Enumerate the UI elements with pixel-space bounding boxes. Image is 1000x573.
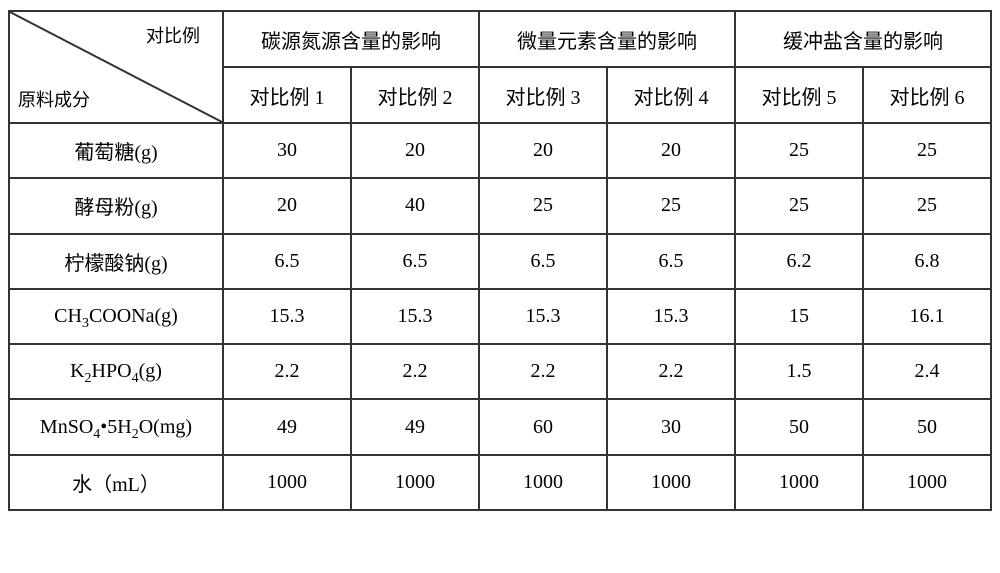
data-cell: 15.3 bbox=[479, 289, 607, 344]
data-cell: 25 bbox=[863, 178, 991, 233]
data-cell: 30 bbox=[607, 399, 735, 454]
row-label: 葡萄糖(g) bbox=[9, 123, 223, 178]
data-cell: 40 bbox=[351, 178, 479, 233]
sub-column-header: 对比例 6 bbox=[863, 67, 991, 123]
diagonal-top-label: 对比例 bbox=[146, 22, 200, 48]
data-cell: 16.1 bbox=[863, 289, 991, 344]
data-cell: 15.3 bbox=[351, 289, 479, 344]
table-row: 酵母粉(g)204025252525 bbox=[9, 178, 991, 233]
group-header: 微量元素含量的影响 bbox=[479, 11, 735, 67]
data-cell: 15.3 bbox=[607, 289, 735, 344]
group-header-row: 对比例 原料成分 碳源氮源含量的影响 微量元素含量的影响 缓冲盐含量的影响 bbox=[9, 11, 991, 67]
row-label: 水（mL） bbox=[9, 455, 223, 510]
data-cell: 6.5 bbox=[479, 234, 607, 289]
data-cell: 2.2 bbox=[479, 344, 607, 399]
diagonal-bottom-label: 原料成分 bbox=[18, 86, 90, 112]
data-cell: 2.4 bbox=[863, 344, 991, 399]
table-header: 对比例 原料成分 碳源氮源含量的影响 微量元素含量的影响 缓冲盐含量的影响 对比… bbox=[9, 11, 991, 123]
row-label: K2HPO4(g) bbox=[9, 344, 223, 399]
data-cell: 20 bbox=[351, 123, 479, 178]
sub-column-header: 对比例 1 bbox=[223, 67, 351, 123]
data-cell: 1000 bbox=[863, 455, 991, 510]
group-header: 缓冲盐含量的影响 bbox=[735, 11, 991, 67]
data-cell: 25 bbox=[735, 123, 863, 178]
data-cell: 20 bbox=[479, 123, 607, 178]
sub-column-header: 对比例 2 bbox=[351, 67, 479, 123]
row-label: MnSO4•5H2O(mg) bbox=[9, 399, 223, 454]
data-cell: 60 bbox=[479, 399, 607, 454]
row-label: 柠檬酸钠(g) bbox=[9, 234, 223, 289]
group-header: 碳源氮源含量的影响 bbox=[223, 11, 479, 67]
comparison-table: 对比例 原料成分 碳源氮源含量的影响 微量元素含量的影响 缓冲盐含量的影响 对比… bbox=[8, 10, 992, 511]
data-cell: 6.5 bbox=[607, 234, 735, 289]
sub-column-header: 对比例 4 bbox=[607, 67, 735, 123]
table-row: 柠檬酸钠(g)6.56.56.56.56.26.8 bbox=[9, 234, 991, 289]
data-cell: 6.8 bbox=[863, 234, 991, 289]
data-cell: 1000 bbox=[607, 455, 735, 510]
data-cell: 25 bbox=[607, 178, 735, 233]
data-cell: 1000 bbox=[479, 455, 607, 510]
data-cell: 25 bbox=[863, 123, 991, 178]
data-cell: 1.5 bbox=[735, 344, 863, 399]
data-cell: 6.2 bbox=[735, 234, 863, 289]
data-cell: 1000 bbox=[351, 455, 479, 510]
data-cell: 2.2 bbox=[607, 344, 735, 399]
table-row: CH3COONa(g)15.315.315.315.31516.1 bbox=[9, 289, 991, 344]
table-row: MnSO4•5H2O(mg)494960305050 bbox=[9, 399, 991, 454]
sub-column-header: 对比例 3 bbox=[479, 67, 607, 123]
data-cell: 20 bbox=[223, 178, 351, 233]
data-cell: 15.3 bbox=[223, 289, 351, 344]
table-body: 葡萄糖(g)302020202525酵母粉(g)204025252525柠檬酸钠… bbox=[9, 123, 991, 510]
data-cell: 25 bbox=[479, 178, 607, 233]
data-cell: 1000 bbox=[735, 455, 863, 510]
data-cell: 15 bbox=[735, 289, 863, 344]
data-cell: 50 bbox=[863, 399, 991, 454]
data-cell: 2.2 bbox=[223, 344, 351, 399]
diagonal-header-cell: 对比例 原料成分 bbox=[9, 11, 223, 123]
data-cell: 50 bbox=[735, 399, 863, 454]
data-cell: 2.2 bbox=[351, 344, 479, 399]
data-cell: 20 bbox=[607, 123, 735, 178]
data-cell: 25 bbox=[735, 178, 863, 233]
row-label: CH3COONa(g) bbox=[9, 289, 223, 344]
row-label: 酵母粉(g) bbox=[9, 178, 223, 233]
sub-column-header: 对比例 5 bbox=[735, 67, 863, 123]
table-row: 葡萄糖(g)302020202525 bbox=[9, 123, 991, 178]
data-cell: 49 bbox=[223, 399, 351, 454]
table-row: 水（mL）100010001000100010001000 bbox=[9, 455, 991, 510]
data-cell: 6.5 bbox=[351, 234, 479, 289]
table-row: K2HPO4(g)2.22.22.22.21.52.4 bbox=[9, 344, 991, 399]
data-cell: 1000 bbox=[223, 455, 351, 510]
data-cell: 30 bbox=[223, 123, 351, 178]
data-cell: 49 bbox=[351, 399, 479, 454]
data-cell: 6.5 bbox=[223, 234, 351, 289]
